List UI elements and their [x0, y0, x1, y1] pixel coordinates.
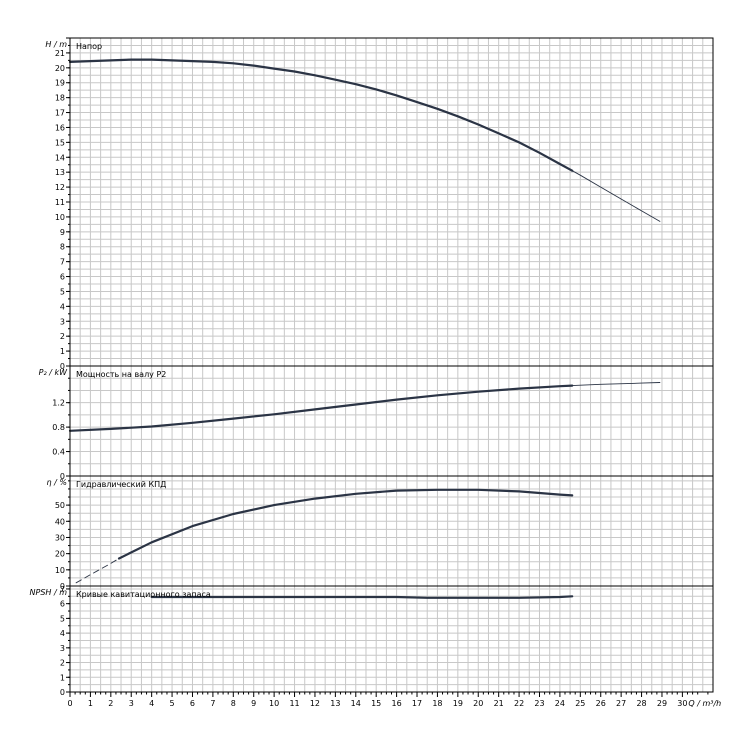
x-tick-label: 2 — [108, 699, 113, 708]
x-tick-label: 15 — [371, 699, 381, 708]
x-tick-label: 5 — [170, 699, 175, 708]
y-tick-label-head: 18 — [55, 94, 65, 103]
y-tick-label-efficiency: 20 — [55, 550, 65, 559]
y-tick-label-npsh: 3 — [60, 644, 65, 653]
x-tick-label: 21 — [494, 699, 504, 708]
y-tick-label-npsh: 0 — [60, 688, 65, 697]
y-tick-label-npsh: 7 — [60, 585, 65, 594]
y-axis-label-npsh: NPSH / m — [30, 588, 68, 597]
y-tick-label-head: 9 — [60, 228, 65, 237]
y-tick-label-head: 2 — [60, 332, 65, 341]
curve-efficiency-bold — [117, 488, 574, 560]
x-tick-label: 7 — [210, 699, 215, 708]
y-tick-label-head: 6 — [60, 273, 65, 282]
y-tick-label-head: 17 — [55, 109, 65, 118]
y-axis-label-efficiency: η / % — [47, 478, 67, 487]
y-tick-label-head: 15 — [55, 138, 65, 147]
x-tick-label: 26 — [596, 699, 606, 708]
y-tick-label-head: 4 — [60, 302, 65, 311]
curve-npsh-bold — [150, 595, 574, 599]
x-tick-label: 25 — [575, 699, 585, 708]
y-tick-label-power: 0.8 — [52, 423, 65, 432]
x-tick-label: 6 — [190, 699, 195, 708]
x-tick-label: 28 — [636, 699, 646, 708]
y-tick-label-efficiency: 0 — [60, 582, 65, 591]
x-tick-label: 3 — [129, 699, 134, 708]
y-tick-label-efficiency: 40 — [55, 517, 65, 526]
y-tick-label-head: 3 — [60, 317, 65, 326]
x-tick-label: 13 — [330, 699, 340, 708]
y-tick-label-head: 1 — [60, 347, 65, 356]
y-tick-label-power: 0.4 — [52, 448, 65, 457]
y-tick-label-npsh: 6 — [60, 600, 65, 609]
frame-layer — [66, 37, 714, 697]
x-tick-label: 0 — [67, 699, 72, 708]
y-tick-label-npsh: 2 — [60, 659, 65, 668]
x-tick-label: 18 — [432, 699, 442, 708]
y-tick-label-head: 20 — [55, 64, 65, 73]
x-tick-label: 29 — [657, 699, 667, 708]
y-tick-label-head: 16 — [55, 123, 65, 132]
x-tick-label: 11 — [289, 699, 299, 708]
y-tick-label-head: 14 — [55, 153, 65, 162]
y-tick-label-head: 13 — [55, 168, 65, 177]
x-tick-label: 10 — [269, 699, 279, 708]
y-tick-label-efficiency: 50 — [55, 501, 65, 510]
panel-title-efficiency: Гидравлический КПД — [76, 480, 166, 489]
x-tick-label: 30 — [677, 699, 687, 708]
curve-power-bold — [68, 384, 574, 432]
x-tick-label: 17 — [412, 699, 422, 708]
y-tick-label-power: 0 — [60, 472, 65, 481]
curve-power-thin — [571, 382, 661, 387]
y-axis-label-power: P₂ / kW — [39, 368, 68, 377]
curve-layer — [68, 58, 661, 599]
panel-title-head: Напор — [76, 42, 102, 51]
x-axis-label: Q / m³/h — [688, 699, 721, 708]
x-tick-label: 27 — [616, 699, 626, 708]
x-tick-label: 9 — [251, 699, 256, 708]
x-tick-label: 24 — [555, 699, 565, 708]
grid-layer — [70, 38, 713, 692]
x-tick-label: 20 — [473, 699, 483, 708]
y-tick-label-npsh: 4 — [60, 629, 65, 638]
curve-head-thin — [571, 170, 661, 222]
curve-efficiency-dashed — [75, 558, 120, 584]
x-tick-label: 12 — [310, 699, 320, 708]
y-tick-label-npsh: 1 — [60, 673, 65, 682]
y-tick-label-head: 0 — [60, 362, 65, 371]
y-tick-label-power: 1.2 — [52, 399, 65, 408]
y-tick-label-head: 11 — [55, 198, 65, 207]
x-tick-label: 23 — [534, 699, 544, 708]
y-tick-label-head: 5 — [60, 287, 65, 296]
panel-title-npsh: Кривые кавитационного запаса — [76, 590, 211, 599]
y-tick-label-npsh: 5 — [60, 614, 65, 623]
x-tick-label: 1 — [88, 699, 93, 708]
x-tick-label: 4 — [149, 699, 154, 708]
y-tick-label-head: 19 — [55, 79, 65, 88]
x-tick-label: 16 — [392, 699, 402, 708]
panel-title-power: Мощность на валу P2 — [76, 370, 166, 379]
y-tick-label-efficiency: 30 — [55, 533, 65, 542]
x-tick-label: 14 — [351, 699, 361, 708]
y-tick-label-head: 8 — [60, 243, 65, 252]
y-tick-label-head: 10 — [55, 213, 65, 222]
y-tick-label-head: 7 — [60, 258, 65, 267]
x-tick-label: 19 — [453, 699, 463, 708]
y-tick-label-head: 12 — [55, 183, 65, 192]
y-tick-label-head: 21 — [55, 49, 65, 58]
y-axis-label-head: H / m — [45, 40, 67, 49]
curve-head-bold — [68, 58, 574, 172]
y-tick-label-efficiency: 10 — [55, 566, 65, 575]
x-tick-label: 8 — [231, 699, 236, 708]
x-tick-label: 22 — [514, 699, 524, 708]
